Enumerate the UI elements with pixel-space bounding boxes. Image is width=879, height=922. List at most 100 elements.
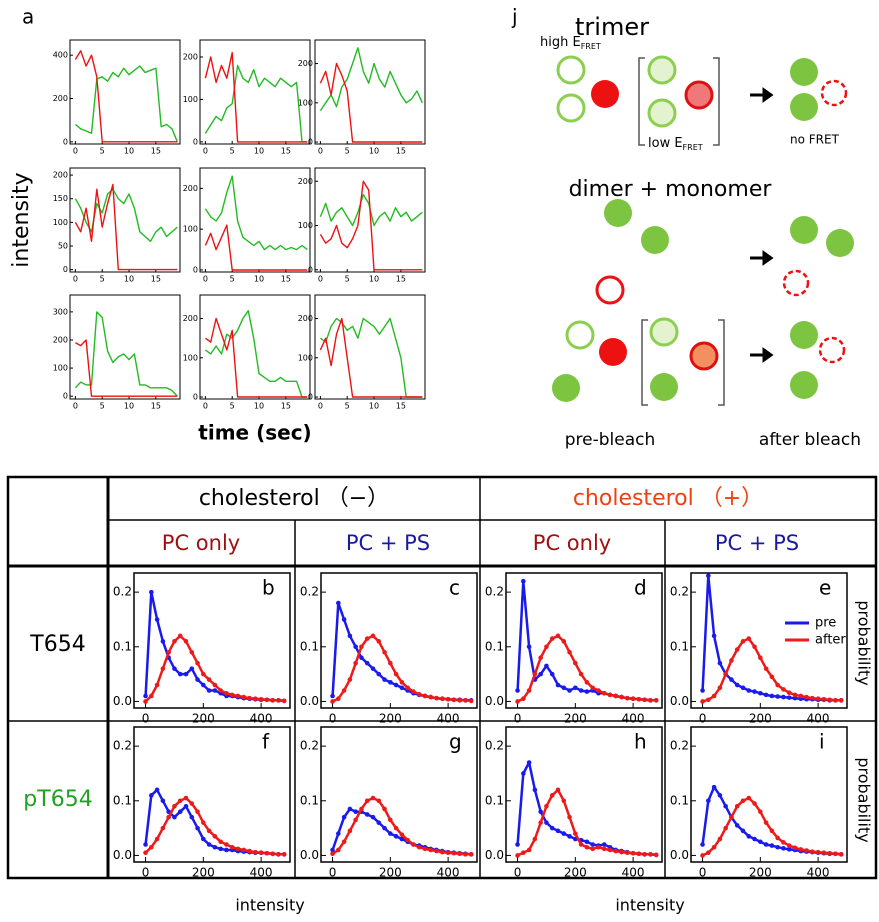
point bbox=[207, 688, 212, 693]
point bbox=[567, 650, 572, 655]
point bbox=[839, 698, 844, 703]
point bbox=[787, 690, 792, 695]
series-line bbox=[320, 319, 422, 398]
point bbox=[752, 801, 757, 806]
point bbox=[405, 685, 410, 690]
point bbox=[550, 636, 555, 641]
point bbox=[143, 850, 148, 855]
state-label: high E bbox=[540, 35, 581, 50]
point bbox=[342, 815, 347, 820]
point bbox=[590, 847, 595, 852]
x-tick-label: 0 bbox=[73, 402, 78, 411]
point bbox=[752, 837, 757, 842]
y-tick-label: 200 bbox=[53, 171, 68, 180]
point bbox=[348, 829, 353, 834]
x-tick-label: 0 bbox=[329, 712, 337, 726]
point bbox=[376, 672, 381, 677]
x-tick-label: 5 bbox=[230, 275, 235, 284]
point bbox=[533, 672, 538, 677]
x-tick-label: 15 bbox=[396, 402, 406, 411]
y-tick-label: 0.0 bbox=[485, 848, 504, 862]
donor-circle bbox=[790, 321, 818, 349]
point bbox=[382, 807, 387, 812]
point bbox=[371, 815, 376, 820]
series-line bbox=[205, 66, 307, 142]
point bbox=[365, 798, 370, 803]
point bbox=[365, 636, 370, 641]
point bbox=[706, 698, 711, 703]
x-tick-label: 0 bbox=[73, 147, 78, 156]
point bbox=[735, 823, 740, 828]
point bbox=[353, 644, 358, 649]
point bbox=[213, 683, 218, 688]
x-tick-label: 15 bbox=[151, 147, 161, 156]
point bbox=[359, 644, 364, 649]
point bbox=[579, 672, 584, 677]
point bbox=[417, 845, 422, 850]
donor-circle bbox=[552, 374, 580, 402]
point bbox=[585, 680, 590, 685]
point bbox=[330, 699, 335, 704]
point bbox=[550, 672, 555, 677]
point bbox=[201, 683, 206, 688]
point bbox=[758, 839, 763, 844]
point bbox=[515, 688, 520, 693]
panel-label: c bbox=[449, 576, 460, 600]
point bbox=[195, 661, 200, 666]
y-tick-label: 0 bbox=[308, 265, 313, 274]
point bbox=[172, 804, 177, 809]
y-tick-label: 0.0 bbox=[670, 848, 689, 862]
point bbox=[590, 685, 595, 690]
x-tick-label: 400 bbox=[437, 712, 460, 726]
group-header: cholesterol （−） bbox=[199, 486, 389, 511]
point bbox=[394, 826, 399, 831]
point bbox=[178, 798, 183, 803]
column-header: PC only bbox=[533, 531, 611, 555]
point bbox=[218, 847, 223, 852]
point bbox=[810, 849, 815, 854]
y-tick-label: 200 bbox=[183, 184, 198, 193]
y-tick-label: 100 bbox=[183, 225, 198, 234]
x-tick-label: 400 bbox=[622, 866, 645, 880]
y-tick-label: 0.0 bbox=[113, 848, 132, 862]
point bbox=[247, 696, 252, 701]
series-line bbox=[333, 809, 472, 854]
y-tick-label: 0 bbox=[193, 265, 198, 274]
point bbox=[411, 842, 416, 847]
point bbox=[585, 839, 590, 844]
column-header: PC + PS bbox=[715, 531, 799, 555]
y-tick-label: 0.2 bbox=[113, 739, 132, 753]
point bbox=[342, 617, 347, 622]
point bbox=[700, 842, 705, 847]
point bbox=[804, 695, 809, 700]
x-tick-label: 0 bbox=[142, 712, 150, 726]
point bbox=[195, 677, 200, 682]
panel-label: b bbox=[262, 576, 275, 600]
point bbox=[608, 848, 613, 853]
y-tick-label: 200 bbox=[298, 314, 313, 323]
point bbox=[527, 760, 532, 765]
point bbox=[440, 696, 445, 701]
x-tick-label: 0 bbox=[73, 275, 78, 284]
y-tick-label: 0 bbox=[63, 392, 68, 401]
point bbox=[149, 845, 154, 850]
point bbox=[155, 617, 160, 622]
x-axis-label: time (sec) bbox=[198, 421, 311, 445]
point bbox=[224, 691, 229, 696]
point bbox=[613, 694, 618, 699]
series-line bbox=[205, 53, 307, 142]
point bbox=[155, 788, 160, 793]
series-line bbox=[320, 319, 422, 398]
point bbox=[642, 852, 647, 857]
point bbox=[457, 852, 462, 857]
point bbox=[608, 693, 613, 698]
point bbox=[247, 849, 252, 854]
x-tick-label: 10 bbox=[254, 147, 264, 156]
point bbox=[224, 848, 229, 853]
point bbox=[752, 689, 757, 694]
point bbox=[400, 685, 405, 690]
point bbox=[527, 688, 532, 693]
series-line bbox=[75, 51, 177, 142]
plot-frame bbox=[200, 40, 310, 144]
point bbox=[241, 695, 246, 700]
